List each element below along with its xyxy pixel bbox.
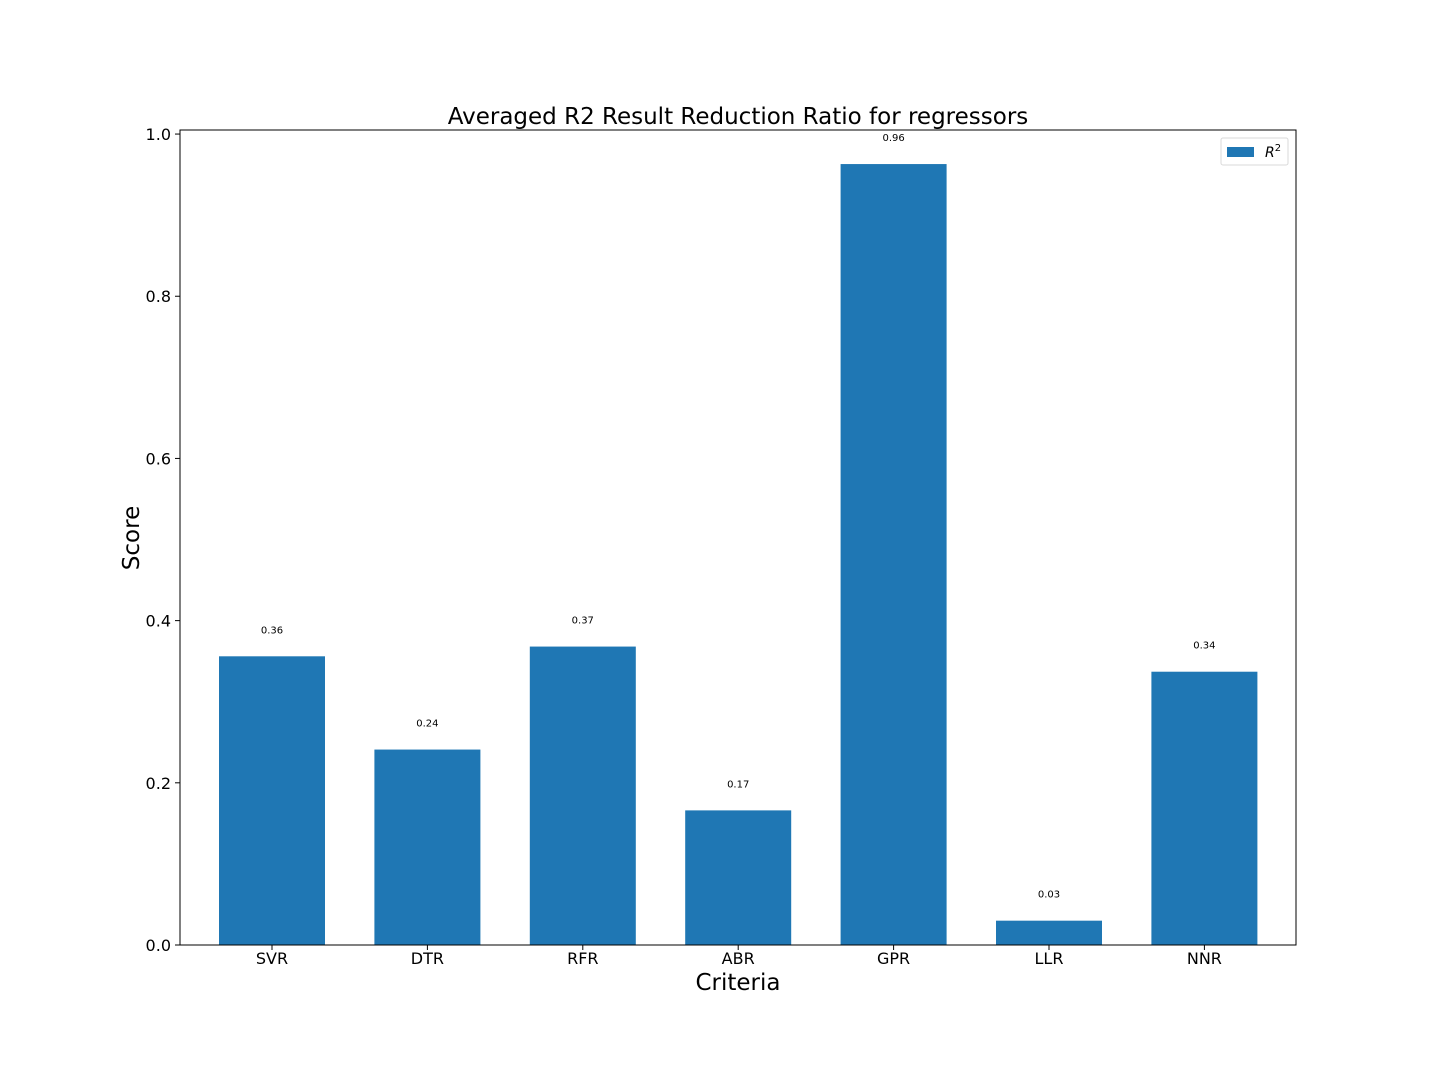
bar-gpr (840, 164, 947, 946)
legend-label-superscript: 2 (1275, 143, 1281, 154)
y-tick-label-3: 0.6 (146, 449, 171, 468)
bar-svr (219, 656, 325, 945)
legend: R2 (1220, 137, 1289, 166)
value-label-rfr: 0.37 (572, 616, 594, 627)
bar-dtr (374, 749, 481, 945)
y-tick-label-2: 0.4 (146, 612, 171, 631)
legend-swatch (1227, 147, 1254, 157)
value-label-nnr: 0.34 (1193, 641, 1215, 652)
x-tick-label-nnr: NNR (1187, 949, 1222, 968)
value-label-llr: 0.03 (1038, 890, 1060, 901)
value-label-gpr: 0.96 (882, 133, 904, 144)
x-tick-label-llr: LLR (1035, 949, 1064, 968)
x-axis: SVR DTR RFR ABR GPR LLR NNR (256, 945, 1222, 968)
bar-nnr (1151, 671, 1258, 945)
y-tick-label-1: 0.2 (146, 774, 171, 793)
value-label-dtr: 0.24 (416, 719, 438, 730)
plot-area: 0.36 0.24 0.37 0.17 0.96 0.03 0.34 (219, 133, 1258, 946)
x-tick-label-dtr: DTR (411, 949, 444, 968)
value-label-abr: 0.17 (727, 779, 749, 790)
x-tick-label-rfr: RFR (567, 949, 598, 968)
x-tick-label-gpr: GPR (877, 949, 910, 968)
legend-box (1220, 137, 1289, 166)
x-tick-label-abr: ABR (722, 949, 755, 968)
legend-label-base: R (1265, 145, 1275, 161)
y-tick-label-4: 0.8 (146, 287, 171, 306)
y-tick-label-0: 0.0 (146, 936, 171, 955)
bar-llr (996, 920, 1102, 945)
y-axis: 0.0 0.2 0.4 0.6 0.8 1.0 (146, 125, 180, 955)
bar-abr (685, 810, 792, 945)
chart-title: Averaged R2 Result Reduction Ratio for r… (448, 104, 1029, 130)
y-tick-label-5: 1.0 (146, 125, 171, 144)
value-label-svr: 0.36 (261, 625, 283, 636)
y-axis-label: Score (119, 506, 145, 570)
legend-label: R2 (1265, 143, 1281, 161)
x-axis-label: Criteria (695, 970, 780, 996)
x-tick-label-svr: SVR (256, 949, 288, 968)
bar-rfr (529, 646, 636, 945)
